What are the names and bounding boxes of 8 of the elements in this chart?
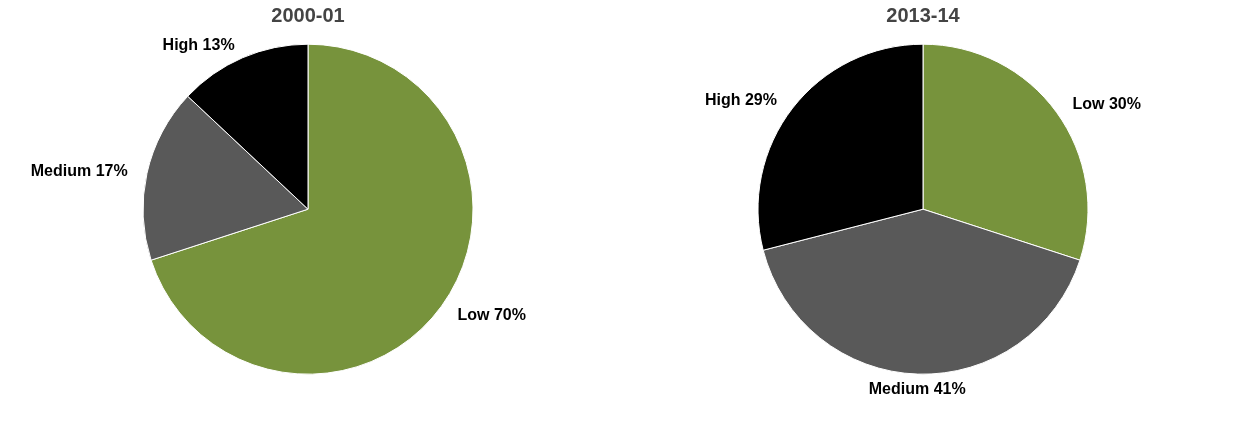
slice-label: Low 30% <box>1072 95 1141 113</box>
slice-label: Medium 41% <box>868 380 966 398</box>
chart-title: 2000-01 <box>271 3 345 26</box>
slice-label: High 29% <box>704 90 777 108</box>
slice-label: Low 70% <box>457 306 526 324</box>
slice-label: Medium 17% <box>30 161 128 179</box>
chart-title: 2013-14 <box>886 3 961 26</box>
slice-label: High 13% <box>162 35 235 53</box>
